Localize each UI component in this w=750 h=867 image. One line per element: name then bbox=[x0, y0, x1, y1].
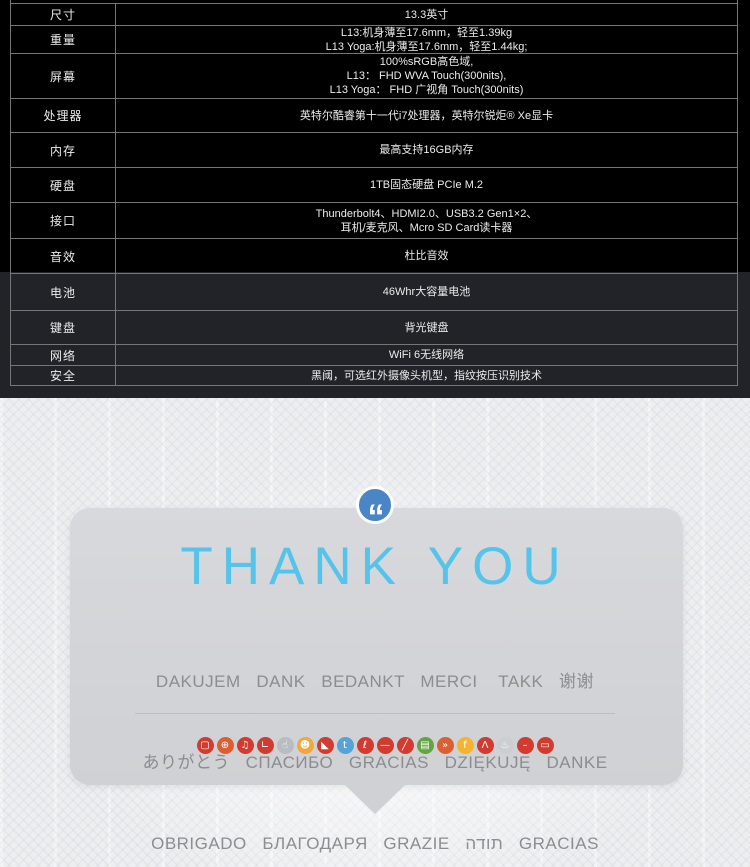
phone-icon[interactable]: ∟ bbox=[256, 737, 274, 754]
icon-glyph: ▤ bbox=[420, 739, 430, 751]
spec-label: 音效 bbox=[11, 239, 116, 273]
social-icons-row: ▢ ⊕ ♫ ∟ ☝ ☻ ◣ t ℓ — ╱ ▤ » f Λ ♨ – ▭ bbox=[0, 737, 750, 754]
spec-label: 安全 bbox=[11, 366, 116, 385]
spec-label: 网络 bbox=[11, 345, 116, 365]
language-line-1: DAKUJEM DANK BEDANKT MERCI TAKK 谢谢 bbox=[155, 672, 595, 691]
icon-glyph: ⊕ bbox=[220, 739, 230, 751]
tv-icon[interactable]: ▢ bbox=[196, 737, 214, 754]
pencil-icon[interactable]: ╱ bbox=[396, 737, 414, 754]
spec-value: 英特尔酷睿第十一代i7处理器，英特尔锐炬® Xe显卡 bbox=[299, 109, 554, 122]
spec-row-keyboard: 键盘 背光键盘 bbox=[11, 310, 737, 344]
lamp-icon[interactable]: ♨ bbox=[496, 737, 514, 754]
spec-value: 100%sRGB高色域, L13： FHD WVA Touch(300nits)… bbox=[329, 56, 524, 96]
spec-label: 屏幕 bbox=[11, 54, 116, 98]
smiley-icon[interactable]: ☻ bbox=[296, 737, 314, 754]
icon-glyph: ▭ bbox=[540, 739, 550, 751]
spec-label: 接口 bbox=[11, 203, 116, 238]
twitter-icon[interactable]: t bbox=[336, 737, 354, 754]
icon-glyph: – bbox=[522, 739, 528, 751]
spec-row-battery: 电池 46Whr大容量电池 bbox=[11, 273, 737, 310]
spec-row-ports: 接口 Thunderbolt4、HDMI2.0、USB3.2 Gen1×2、 耳… bbox=[11, 202, 737, 238]
spec-table: 尺寸 13.3英寸 重量 L13:机身薄至17.6mm，轻至1.39kg L13… bbox=[10, 0, 738, 386]
thank-you-section: “ THANK YOU DAKUJEM DANK BEDANKT MERCI T… bbox=[0, 398, 750, 867]
language-line-2: ありがとう СПАСИБО GRACIAS DZIĘKUJĘ DANKE bbox=[142, 753, 608, 772]
spec-value: WiFi 6无线网络 bbox=[388, 349, 465, 361]
broadcast-icon[interactable]: » bbox=[436, 737, 454, 754]
monitor-icon[interactable]: ▭ bbox=[536, 737, 554, 754]
icon-glyph: ℓ bbox=[362, 739, 368, 751]
icon-glyph: ▢ bbox=[200, 739, 210, 751]
icon-glyph: t bbox=[343, 739, 347, 751]
spec-row-screen: 屏幕 100%sRGB高色域, L13： FHD WVA Touch(300ni… bbox=[11, 53, 737, 98]
spec-value: 黑阈，可选红外摄像头机型，指纹按压识别技术 bbox=[311, 369, 542, 382]
thank-you-languages: DAKUJEM DANK BEDANKT MERCI TAKK 谢谢 ありがとう… bbox=[0, 614, 750, 867]
spec-value: L13:机身薄至17.6mm，轻至1.39kg L13 Yoga:机身薄至17.… bbox=[325, 26, 528, 53]
spec-value: 背光键盘 bbox=[404, 321, 449, 334]
icon-glyph: ♨ bbox=[500, 739, 510, 751]
icon-glyph: ☻ bbox=[299, 739, 311, 751]
spec-row-processor: 处理器 英特尔酷睿第十一代i7处理器，英特尔锐炬® Xe显卡 bbox=[11, 98, 737, 132]
spec-label: 硬盘 bbox=[11, 168, 116, 202]
card-tail bbox=[344, 784, 406, 814]
spec-value: 最高支持16GB内存 bbox=[379, 144, 474, 156]
keyboard-icon[interactable]: ▤ bbox=[416, 737, 434, 754]
spec-label: 尺寸 bbox=[11, 4, 116, 25]
spec-row-memory: 内存 最高支持16GB内存 bbox=[11, 132, 737, 167]
minus-icon[interactable]: — bbox=[376, 737, 394, 754]
card-divider bbox=[135, 713, 615, 714]
spec-row-weight: 重量 L13:机身薄至17.6mm，轻至1.39kg L13 Yoga:机身薄至… bbox=[11, 25, 737, 53]
icon-glyph: — bbox=[380, 739, 390, 751]
spec-label: 重量 bbox=[11, 26, 116, 53]
spec-label: 电池 bbox=[11, 274, 116, 310]
spec-row-size: 尺寸 13.3英寸 bbox=[11, 3, 737, 25]
icon-glyph: ☝ bbox=[281, 739, 289, 751]
facebook-icon[interactable]: f bbox=[456, 737, 474, 754]
icon-glyph: f bbox=[463, 739, 467, 751]
spec-row-audio: 音效 杜比音效 bbox=[11, 238, 737, 273]
thank-you-card bbox=[70, 508, 683, 785]
icon-glyph: Λ bbox=[481, 739, 489, 751]
spec-value: 杜比音效 bbox=[404, 250, 449, 262]
caret-up-icon[interactable]: Λ bbox=[476, 737, 494, 754]
hand-pointer-icon[interactable]: ☝ bbox=[276, 737, 294, 754]
spec-value: 46Whr大容量电池 bbox=[382, 286, 471, 298]
dash-icon[interactable]: – bbox=[516, 737, 534, 754]
spec-label: 键盘 bbox=[11, 311, 116, 344]
icon-glyph: ╱ bbox=[401, 739, 409, 751]
spec-value: 1TB固态硬盘 PCIe M.2 bbox=[369, 179, 484, 191]
icon-glyph: ◣ bbox=[321, 739, 329, 751]
music-icon[interactable]: ♫ bbox=[236, 737, 254, 754]
pen-nib-icon[interactable]: ◣ bbox=[316, 737, 334, 754]
phone-handset-icon[interactable]: ℓ bbox=[356, 737, 374, 754]
language-line-3: OBRIGADO БЛАГОДАРЯ GRAZIE תודה GRACIAS bbox=[151, 834, 599, 853]
spec-label: 内存 bbox=[11, 133, 116, 167]
thank-you-title: THANK YOU bbox=[180, 537, 570, 596]
icon-glyph: ♫ bbox=[240, 739, 250, 751]
spec-label: 处理器 bbox=[11, 99, 116, 132]
spec-row-storage: 硬盘 1TB固态硬盘 PCIe M.2 bbox=[11, 167, 737, 202]
spec-section: 尺寸 13.3英寸 重量 L13:机身薄至17.6mm，轻至1.39kg L13… bbox=[0, 0, 750, 398]
icon-glyph: » bbox=[441, 739, 449, 751]
spec-row-security: 安全 黑阈，可选红外摄像头机型，指纹按压识别技术 bbox=[11, 365, 737, 385]
spec-value: Thunderbolt4、HDMI2.0、USB3.2 Gen1×2、 耳机/麦… bbox=[315, 207, 538, 234]
spec-value: 13.3英寸 bbox=[404, 8, 449, 21]
quote-badge: “ bbox=[356, 486, 394, 534]
spec-row-network: 网络 WiFi 6无线网络 bbox=[11, 344, 737, 365]
icon-glyph: ∟ bbox=[260, 739, 270, 751]
globe-icon[interactable]: ⊕ bbox=[216, 737, 234, 754]
